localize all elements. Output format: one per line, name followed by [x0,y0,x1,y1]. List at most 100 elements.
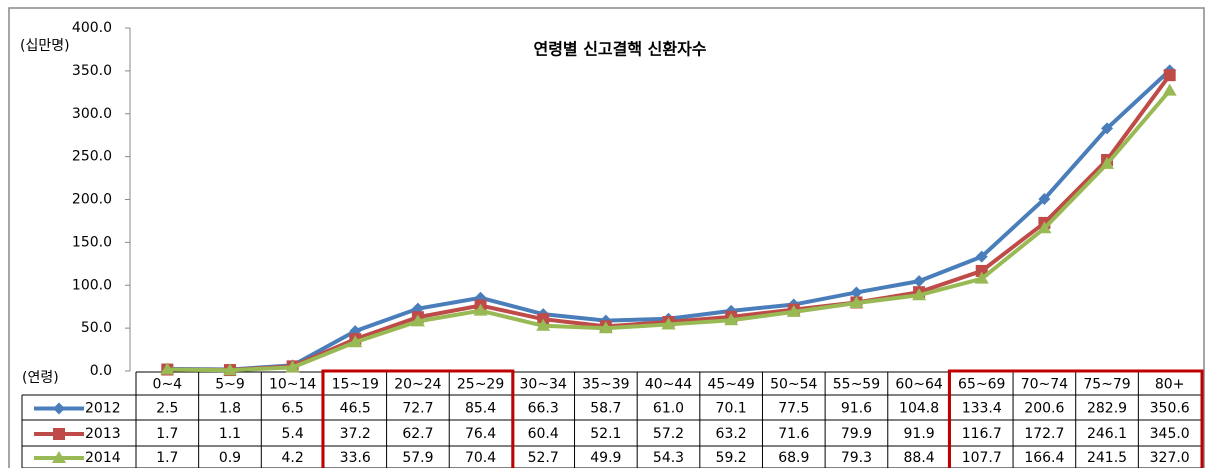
highlight-box [321,369,515,468]
x-label: (연령) [22,370,59,386]
y-tick-label: 350.0 [72,63,112,79]
x-tick-label: 15~19 [332,377,379,393]
chart-title: 연령별 신고결핵 신환자수 [533,40,706,59]
table-cell: 5.4 [281,426,303,442]
x-tick-label: 50~54 [770,377,817,393]
table-cell: 58.7 [590,401,621,417]
y-tick-label: 250.0 [72,149,112,165]
table-cell: 37.2 [340,426,371,442]
marker [850,286,863,299]
marker [913,275,926,288]
x-tick-label: 35~39 [582,377,629,393]
table-cell: 72.7 [402,401,433,417]
marker [222,363,237,376]
table-cell: 60.4 [528,426,559,442]
x-tick-label: 10~14 [269,377,316,393]
marker [1038,192,1051,205]
table-cell: 327.0 [1150,450,1190,466]
table-cell: 57.2 [653,426,684,442]
x-tick-label: 60~64 [895,377,942,393]
table-cell: 116.7 [962,426,1002,442]
x-tick-label: 70~74 [1021,377,1068,393]
marker [1101,122,1114,135]
table-cell: 166.4 [1024,450,1064,466]
table-cell: 88.4 [904,450,935,466]
marker [975,250,988,263]
table-cell: 76.4 [465,426,496,442]
marker [661,317,676,330]
table-cell: 49.9 [590,450,621,466]
legend-marker [53,402,65,415]
x-tick-label: 0~4 [153,377,183,393]
table-cell: 2.5 [156,401,178,417]
x-tick-label: 40~44 [645,377,692,393]
table-cell: 68.9 [778,450,809,466]
table-cell: 63.2 [716,426,747,442]
y-tick-label: 50.0 [81,320,112,336]
x-tick-label: 25~29 [457,377,504,393]
marker [974,271,989,284]
marker [410,314,425,327]
table-cell: 133.4 [962,401,1002,417]
marker [473,303,488,316]
x-tick-label: 20~24 [394,377,441,393]
table-cell: 4.2 [281,450,303,466]
marker [348,335,363,348]
table-cell: 1.7 [156,450,178,466]
highlight-box [947,369,1204,468]
x-tick-label: 75~79 [1083,377,1130,393]
x-tick-label: 5~9 [215,377,245,393]
y-tick-label: 400.0 [72,20,112,36]
x-tick-label: 55~59 [833,377,880,393]
table-cell: 61.0 [653,401,684,417]
table-cell: 33.6 [340,450,371,466]
table-cell: 241.5 [1087,450,1127,466]
table-cell: 1.7 [156,426,178,442]
table-cell: 46.5 [340,401,371,417]
table-cell: 52.1 [590,426,621,442]
table-cell: 350.6 [1150,401,1190,417]
chart-frame [8,7,1205,468]
y-tick-label: 300.0 [72,106,112,122]
table-cell: 172.7 [1024,426,1064,442]
table-cell: 200.6 [1024,401,1064,417]
y-tick-label: 100.0 [72,277,112,293]
table-cell: 59.2 [716,450,747,466]
table-cell: 91.6 [841,401,872,417]
marker [1100,156,1115,169]
marker [786,304,801,317]
legend-marker [52,451,66,463]
table-cell: 1.1 [219,426,241,442]
table-cell: 246.1 [1087,426,1127,442]
x-tick-label: 80+ [1155,377,1185,393]
table-cell: 345.0 [1150,426,1190,442]
table-cell: 52.7 [528,450,559,466]
x-tick-label: 30~34 [520,377,567,393]
table-cell: 282.9 [1087,401,1127,417]
x-tick-label: 45~49 [707,377,754,393]
marker [1162,83,1177,96]
table-cell: 6.5 [281,401,303,417]
legend-label: 2014 [85,450,121,466]
y-tick-label: 200.0 [72,192,112,208]
y-tick-label: 0.0 [90,363,112,379]
marker [724,313,739,326]
marker [1037,221,1052,234]
table-cell: 57.9 [402,450,433,466]
table-cell: 54.3 [653,450,684,466]
table-cell: 79.3 [841,450,872,466]
legend-label: 2013 [85,426,121,442]
table-cell: 70.4 [465,450,496,466]
x-tick-label: 65~69 [958,377,1005,393]
table-cell: 66.3 [528,401,559,417]
marker [160,362,175,375]
y-unit: (십만명) [20,38,70,54]
table-cell: 91.9 [904,426,935,442]
marker [849,296,864,309]
legend-marker [53,428,65,440]
y-tick-label: 150.0 [72,234,112,250]
marker [598,321,613,334]
table-cell: 104.8 [899,401,939,417]
